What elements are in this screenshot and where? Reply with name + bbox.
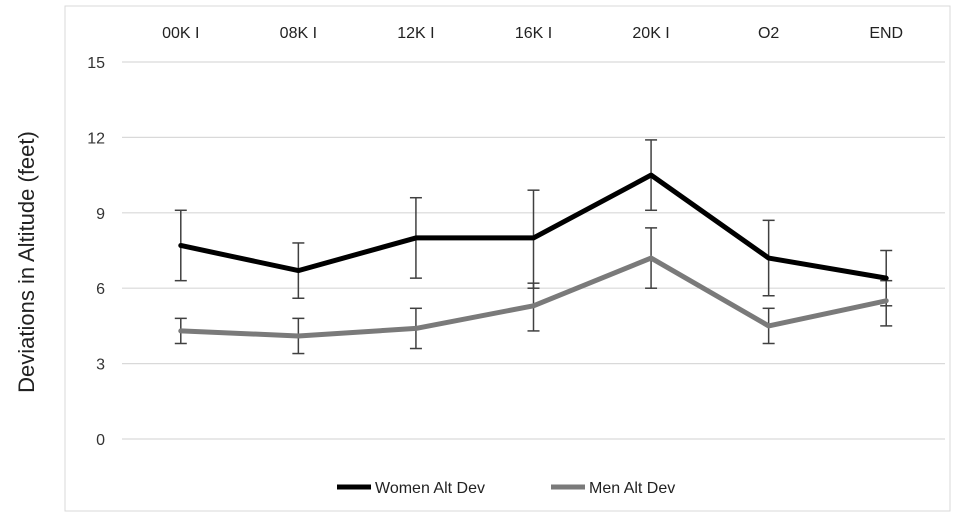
x-tick-label: 20K I [632,25,669,42]
y-tick-label: 0 [96,432,105,449]
y-tick-label: 9 [96,206,105,223]
x-tick-label: 16K I [515,25,552,42]
chart-area-border [65,6,950,511]
legend-label: Women Alt Dev [375,480,485,497]
y-tick-label: 3 [96,357,105,374]
x-tick-label: 08K I [280,25,317,42]
legend-label: Men Alt Dev [589,480,675,497]
y-tick-label: 12 [87,130,105,147]
x-tick-label: 00K I [162,25,199,42]
y-tick-label: 6 [96,281,105,298]
x-tick-label: 12K I [397,25,434,42]
x-tick-label: END [869,25,903,42]
x-tick-label: O2 [758,25,779,42]
y-tick-label: 15 [87,55,105,72]
y-axis-title: Deviations in Altitude (feet) [14,131,39,393]
